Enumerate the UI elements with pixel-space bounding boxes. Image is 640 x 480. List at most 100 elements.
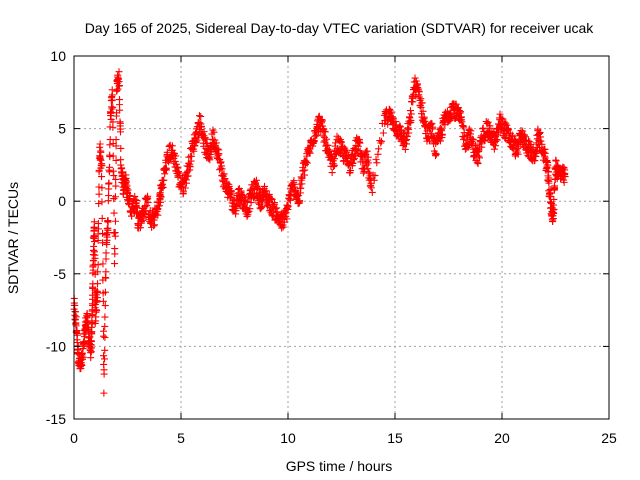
- data-point: [110, 209, 118, 217]
- data-point: [548, 200, 556, 208]
- data-point: [98, 198, 106, 206]
- data-point: [286, 196, 294, 204]
- data-point: [438, 130, 446, 138]
- data-point: [102, 268, 110, 276]
- data-point: [128, 212, 136, 220]
- data-point: [193, 136, 201, 144]
- data-point: [182, 179, 190, 187]
- data-point: [414, 84, 422, 92]
- data-point: [497, 114, 505, 122]
- data-point: [102, 255, 110, 263]
- data-point: [139, 214, 147, 222]
- data-point: [243, 198, 251, 206]
- data-point: [196, 119, 204, 127]
- data-point: [101, 288, 109, 296]
- data-point: [233, 202, 241, 210]
- data-point: [111, 250, 119, 258]
- data-point: [522, 133, 530, 141]
- data-point: [278, 224, 286, 232]
- data-point: [99, 229, 107, 237]
- data-point: [364, 159, 372, 167]
- data-point: [344, 154, 352, 162]
- data-point: [363, 147, 371, 155]
- data-point: [190, 147, 198, 155]
- data-point: [411, 74, 419, 82]
- data-point: [454, 104, 462, 112]
- data-point: [476, 154, 484, 162]
- data-point: [98, 214, 106, 222]
- data-point: [110, 172, 118, 180]
- data-point: [98, 173, 106, 181]
- data-point: [88, 344, 96, 352]
- data-point: [215, 150, 223, 158]
- data-point: [322, 135, 330, 143]
- data-point: [124, 186, 132, 194]
- data-point: [324, 141, 332, 149]
- data-point: [370, 176, 378, 184]
- x-tick-label: 15: [387, 430, 403, 446]
- data-point: [319, 132, 327, 140]
- data-point: [350, 156, 358, 164]
- y-tick-label: -10: [46, 338, 66, 354]
- data-point: [243, 212, 251, 220]
- data-point: [407, 110, 415, 118]
- data-point: [186, 163, 194, 171]
- data-point: [417, 95, 425, 103]
- data-point: [354, 142, 362, 150]
- data-point: [283, 215, 291, 223]
- data-point: [218, 165, 226, 173]
- data-point: [105, 192, 113, 200]
- data-point: [115, 68, 123, 76]
- data-point: [191, 142, 199, 150]
- data-point: [258, 203, 266, 211]
- data-point: [560, 178, 568, 186]
- data-point: [96, 140, 104, 148]
- data-point: [104, 218, 112, 226]
- y-tick-label: -15: [46, 411, 66, 427]
- data-point: [111, 193, 119, 201]
- data-point: [499, 115, 507, 123]
- data-point: [112, 175, 120, 183]
- data-point: [484, 118, 492, 126]
- data-point: [104, 224, 112, 232]
- data-point: [412, 92, 420, 100]
- y-axis-label: SDTVAR / TECUs: [5, 182, 21, 294]
- data-point: [102, 274, 110, 282]
- data-point: [73, 331, 81, 339]
- data-point: [143, 202, 151, 210]
- data-point: [101, 355, 109, 363]
- data-point: [112, 136, 120, 144]
- data-point: [94, 261, 102, 269]
- data-point: [143, 196, 151, 204]
- data-point: [506, 139, 514, 147]
- data-point: [409, 98, 417, 106]
- data-point: [356, 139, 364, 147]
- data-point: [90, 223, 98, 231]
- data-point: [379, 129, 387, 137]
- data-point: [372, 155, 380, 163]
- data-point: [335, 149, 343, 157]
- data-point: [401, 145, 409, 153]
- x-tick-label: 5: [177, 430, 185, 446]
- data-point: [490, 145, 498, 153]
- data-point: [92, 317, 100, 325]
- data-point: [101, 322, 109, 330]
- data-point: [159, 184, 167, 192]
- y-tick-label: -5: [54, 266, 67, 282]
- data-point: [78, 361, 86, 369]
- data-point: [377, 139, 385, 147]
- data-point: [405, 129, 413, 137]
- data-point: [496, 110, 504, 118]
- data-point: [112, 142, 120, 150]
- data-point: [79, 353, 87, 361]
- chart-title: Day 165 of 2025, Sidereal Day-to-day VTE…: [85, 20, 595, 36]
- y-tick-label: 5: [58, 121, 66, 137]
- x-tick-label: 10: [280, 430, 296, 446]
- data-point: [95, 190, 103, 198]
- data-point: [174, 167, 182, 175]
- data-point: [337, 138, 345, 146]
- data-point: [373, 159, 381, 167]
- x-tick-label: 20: [494, 430, 510, 446]
- data-point: [347, 167, 355, 175]
